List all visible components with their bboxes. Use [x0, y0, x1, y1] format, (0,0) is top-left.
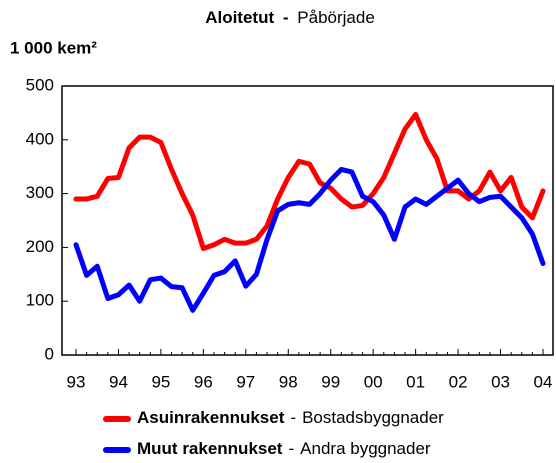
series-line [73, 166, 546, 313]
legend-separator: - [288, 439, 294, 458]
legend-entry: Asuinrakennukset - Bostadsbyggnader [137, 408, 444, 427]
x-tick-label: 02 [449, 372, 468, 391]
legend-entry: Muut rakennukset - Andra byggnader [137, 439, 431, 458]
title-separator: - [283, 8, 289, 27]
x-tick-label: 93 [67, 372, 86, 391]
x-tick-label: 98 [279, 372, 298, 391]
x-tick-label: 97 [236, 372, 255, 391]
legend-name: Asuinrakennukset [137, 408, 285, 427]
x-tick-label: 94 [109, 372, 128, 391]
chart-title: Aloitetut - Påbörjade [205, 8, 375, 27]
x-tick-label: 96 [194, 372, 213, 391]
plot-frame [61, 85, 554, 356]
x-tick-label: 04 [534, 372, 553, 391]
x-tick-label: 95 [151, 372, 170, 391]
y-tick-label: 500 [26, 75, 54, 94]
legend-name: Muut rakennukset [137, 439, 283, 458]
y-axis-label: 1 000 kem² [10, 38, 97, 57]
y-tick-label: 200 [26, 237, 54, 256]
y-tick-label: 100 [26, 291, 54, 310]
y-tick-label: 300 [26, 183, 54, 202]
legend-separator: - [290, 408, 296, 427]
x-tick-label: 01 [406, 372, 425, 391]
x-tick-label: 99 [321, 372, 340, 391]
y-tick-label: 0 [45, 344, 54, 363]
x-tick-label: 00 [364, 372, 383, 391]
x-tick-label: 03 [491, 372, 510, 391]
series-line [73, 112, 546, 251]
legend-translation: Bostadsbyggnader [302, 408, 444, 427]
legend-translation: Andra byggnader [300, 439, 431, 458]
title: Aloitetut [205, 8, 274, 27]
title-translation: Påbörjade [297, 8, 375, 27]
y-tick-label: 400 [26, 129, 54, 148]
